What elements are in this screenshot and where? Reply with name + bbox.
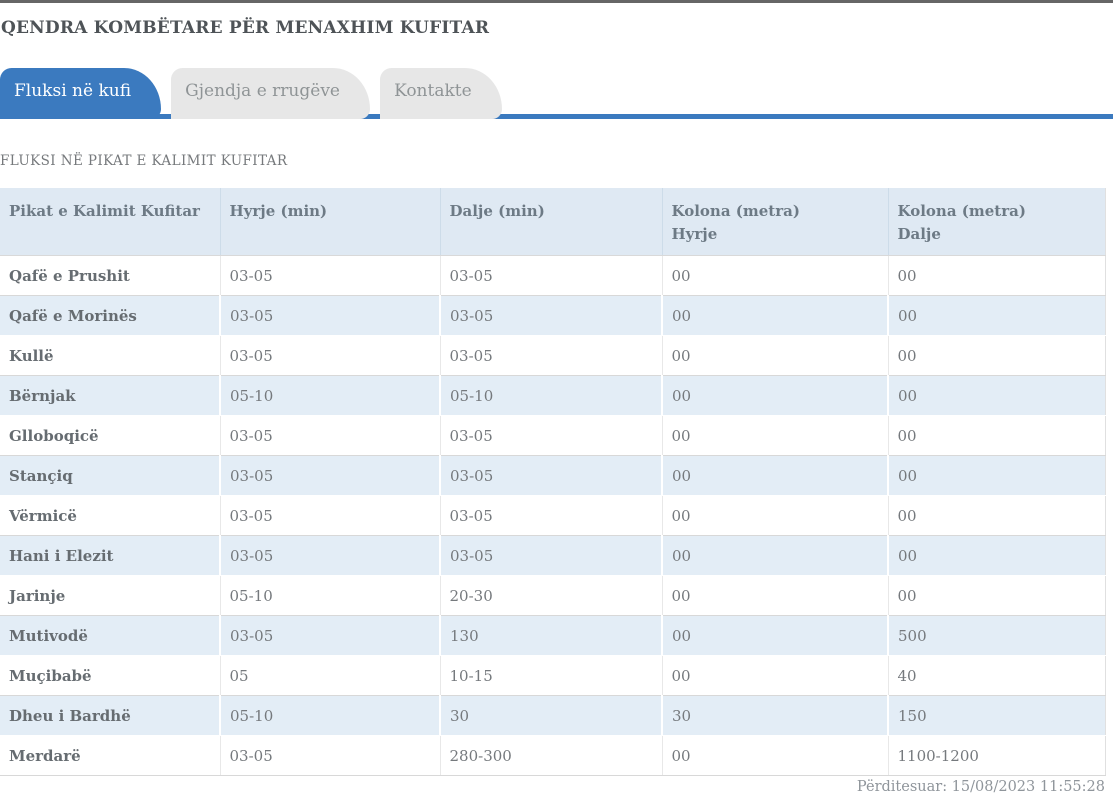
crossing-point-value: 00 <box>662 735 889 776</box>
table-row: Kullë 03-05 03-05 00 00 <box>0 335 1105 376</box>
crossing-point-value: 20-30 <box>440 575 663 616</box>
crossing-point-value: 00 <box>888 454 1105 496</box>
crossing-point-value: 03-05 <box>440 335 663 376</box>
section-title: FLUKSI NË PIKAT E KALIMIT KUFITAR <box>0 153 288 169</box>
crossing-point-value: 00 <box>888 534 1105 576</box>
column-header-hyrje-min: Hyrje (min) <box>220 188 441 256</box>
crossing-point-value: 30 <box>440 694 663 736</box>
crossing-point-value: 00 <box>662 655 889 696</box>
tab-kontakte[interactable]: Kontakte <box>380 68 502 119</box>
crossing-point-value: 00 <box>662 495 889 536</box>
crossing-point-name: Dheu i Bardhë <box>0 694 221 736</box>
crossing-point-name: Kullë <box>0 335 221 376</box>
crossing-point-value: 00 <box>888 575 1105 616</box>
crossing-point-value: 00 <box>662 534 889 576</box>
crossing-point-value: 00 <box>662 454 889 496</box>
crossing-point-name: Vërmicë <box>0 495 221 536</box>
page-title: QENDRA KOMBËTARE PËR MENAXHIM KUFITAR <box>1 18 490 38</box>
crossing-point-value: 03-05 <box>220 255 441 296</box>
top-border <box>0 0 1113 3</box>
table-row: Jarinje 05-10 20-30 00 00 <box>0 575 1105 616</box>
crossing-point-name: Glloboqicë <box>0 415 221 456</box>
crossing-point-value: 00 <box>888 374 1105 416</box>
table-row: Hani i Elezit 03-05 03-05 00 00 <box>0 534 1105 576</box>
tab-bar: Fluksi në kufi Gjendja e rrugëve Kontakt… <box>0 68 1113 119</box>
crossing-point-value: 03-05 <box>220 495 441 536</box>
crossing-point-value: 03-05 <box>220 335 441 376</box>
crossing-point-name: Mutivodë <box>0 614 221 656</box>
crossing-point-value: 280-300 <box>440 735 663 776</box>
tab-label: Gjendja e rrugëve <box>185 81 340 101</box>
crossing-point-value: 03-05 <box>440 454 663 496</box>
crossing-point-value: 03-05 <box>220 415 441 456</box>
crossing-point-value: 00 <box>888 255 1105 296</box>
crossing-point-value: 00 <box>888 495 1105 536</box>
crossing-point-value: 03-05 <box>220 534 441 576</box>
table-row: Muçibabë 05 10-15 00 40 <box>0 655 1105 696</box>
crossing-point-value: 03-05 <box>220 735 441 776</box>
tab-fluksi-ne-kufi[interactable]: Fluksi në kufi <box>0 68 162 119</box>
table-row: Vërmicë 03-05 03-05 00 00 <box>0 495 1105 536</box>
crossing-point-value: 00 <box>662 575 889 616</box>
crossing-point-name: Muçibabë <box>0 655 221 696</box>
crossing-point-value: 00 <box>662 255 889 296</box>
crossing-point-value: 03-05 <box>440 415 663 456</box>
crossing-point-value: 03-05 <box>220 294 441 336</box>
crossing-point-value: 150 <box>888 694 1105 736</box>
crossing-point-value: 03-05 <box>440 255 663 296</box>
crossing-point-value: 500 <box>888 614 1105 656</box>
crossing-point-value: 03-05 <box>440 495 663 536</box>
crossing-point-value: 130 <box>440 614 663 656</box>
crossing-point-value: 00 <box>888 294 1105 336</box>
crossing-point-value: 05-10 <box>220 374 441 416</box>
table-header: Pikat e Kalimit Kufitar Hyrje (min) Dalj… <box>0 188 1105 256</box>
table-row: Stançiq 03-05 03-05 00 00 <box>0 454 1105 496</box>
table-row: Merdarë 03-05 280-300 00 1100-1200 <box>0 735 1105 776</box>
crossing-point-value: 10-15 <box>440 655 663 696</box>
crossing-point-value: 05 <box>220 655 441 696</box>
crossing-point-value: 00 <box>662 415 889 456</box>
table-row: Qafë e Morinës 03-05 03-05 00 00 <box>0 294 1105 336</box>
crossing-point-name: Hani i Elezit <box>0 534 221 576</box>
crossing-point-value: 00 <box>662 294 889 336</box>
crossing-point-value: 00 <box>888 415 1105 456</box>
crossing-point-value: 03-05 <box>220 454 441 496</box>
column-header-dalje-min: Dalje (min) <box>440 188 663 256</box>
table-row: Glloboqicë 03-05 03-05 00 00 <box>0 415 1105 456</box>
table-row: Mutivodë 03-05 130 00 500 <box>0 614 1105 656</box>
crossing-point-value: 03-05 <box>220 614 441 656</box>
crossing-point-value: 00 <box>662 374 889 416</box>
tab-gjendja-e-rrugeve[interactable]: Gjendja e rrugëve <box>171 68 370 119</box>
tab-underline <box>0 114 1113 119</box>
crossing-point-name: Bërnjak <box>0 374 221 416</box>
crossing-point-value: 05-10 <box>220 694 441 736</box>
crossing-point-value: 05-10 <box>220 575 441 616</box>
tab-label: Kontakte <box>394 81 472 101</box>
crossing-point-name: Stançiq <box>0 454 221 496</box>
crossing-point-value: 00 <box>662 335 889 376</box>
crossing-point-value: 00 <box>662 614 889 656</box>
column-header-kolona-hyrje: Kolona (metra) Hyrje <box>662 188 889 256</box>
crossing-point-value: 1100-1200 <box>888 735 1105 776</box>
tab-label: Fluksi në kufi <box>14 81 132 101</box>
column-header-pikat: Pikat e Kalimit Kufitar <box>0 188 221 256</box>
table-header-row: Pikat e Kalimit Kufitar Hyrje (min) Dalj… <box>0 188 1105 256</box>
crossing-point-value: 40 <box>888 655 1105 696</box>
crossing-point-value: 03-05 <box>440 534 663 576</box>
crossing-point-name: Jarinje <box>0 575 221 616</box>
table-body: Qafë e Prushit 03-05 03-05 00 00 Qafë e Morin… <box>0 255 1105 776</box>
border-flux-table: Pikat e Kalimit Kufitar Hyrje (min) Dalj… <box>0 188 1106 776</box>
crossing-point-name: Merdarë <box>0 735 221 776</box>
crossing-point-name: Qafë e Prushit <box>0 255 221 296</box>
crossing-point-value: 05-10 <box>440 374 663 416</box>
table-row: Bërnjak 05-10 05-10 00 00 <box>0 374 1105 416</box>
crossing-point-value: 03-05 <box>440 294 663 336</box>
column-header-kolona-dalje: Kolona (metra) Dalje <box>888 188 1105 256</box>
last-updated-timestamp: Përditesuar: 15/08/2023 11:55:28 <box>856 778 1105 795</box>
table-row: Dheu i Bardhë 05-10 30 30 150 <box>0 694 1105 736</box>
crossing-point-value: 30 <box>662 694 889 736</box>
table-row: Qafë e Prushit 03-05 03-05 00 00 <box>0 255 1105 296</box>
crossing-point-value: 00 <box>888 335 1105 376</box>
crossing-point-name: Qafë e Morinës <box>0 294 221 336</box>
